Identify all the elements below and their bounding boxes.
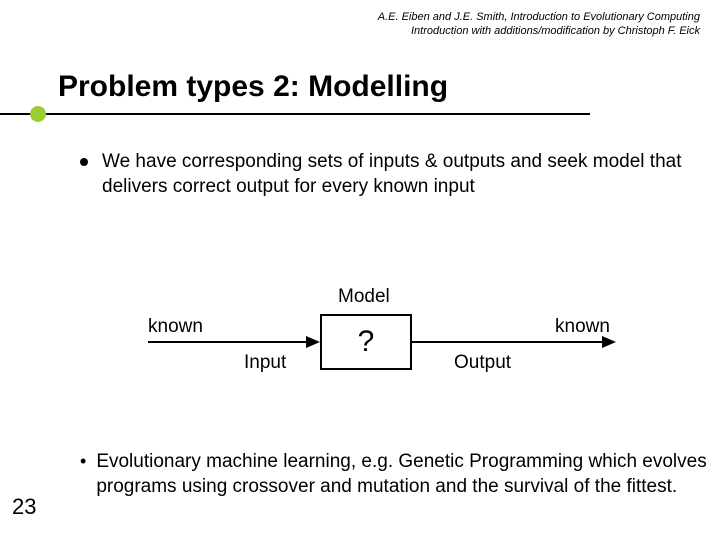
bullet-2-marker: • bbox=[80, 450, 86, 499]
bullet-1-text: We have corresponding sets of inputs & o… bbox=[102, 150, 690, 199]
header-authors: A.E. Eiben and J.E. Smith, bbox=[378, 11, 511, 23]
header-line1: A.E. Eiben and J.E. Smith, Introduction … bbox=[378, 10, 700, 24]
bullet-1: We have corresponding sets of inputs & o… bbox=[80, 150, 690, 199]
known-left-label: known bbox=[148, 316, 203, 338]
known-right-label: known bbox=[555, 316, 610, 338]
input-label: Input bbox=[244, 352, 286, 374]
model-label: Model bbox=[338, 286, 390, 308]
bullet-icon bbox=[80, 158, 88, 166]
model-box: ? bbox=[320, 314, 412, 370]
arrow-output-head bbox=[602, 336, 616, 348]
header-attribution: A.E. Eiben and J.E. Smith, Introduction … bbox=[378, 10, 700, 39]
title-underline-wrap bbox=[58, 108, 700, 120]
model-box-content: ? bbox=[358, 325, 375, 359]
page-title: Problem types 2: Modelling bbox=[58, 70, 700, 104]
title-block: Problem types 2: Modelling bbox=[58, 70, 700, 120]
header-line2: Introduction with additions/modification… bbox=[378, 24, 700, 38]
diagram: Model known known Input Output ? bbox=[0, 280, 720, 400]
bullet-2-text: Evolutionary machine learning, e.g. Gene… bbox=[96, 450, 710, 499]
output-label: Output bbox=[454, 352, 511, 374]
title-accent-dot bbox=[30, 106, 46, 122]
title-underline bbox=[0, 113, 590, 115]
bullet-2: • Evolutionary machine learning, e.g. Ge… bbox=[80, 450, 710, 499]
arrow-input-head bbox=[306, 336, 320, 348]
page-number: 23 bbox=[12, 494, 36, 520]
header-book-title: Introduction to Evolutionary Computing bbox=[510, 11, 700, 23]
arrow-input bbox=[148, 341, 306, 343]
arrow-output bbox=[412, 341, 604, 343]
